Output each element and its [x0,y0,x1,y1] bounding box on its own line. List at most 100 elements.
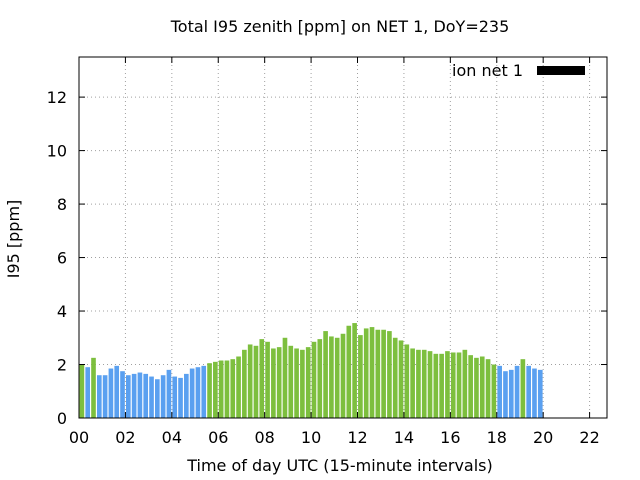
bar [427,351,433,418]
bar [201,365,207,418]
bar [450,352,456,418]
bar [398,340,404,418]
bar [108,368,114,418]
bars [79,323,543,418]
y-tick-label: 0 [57,409,67,428]
bar [253,345,259,418]
bar [195,367,201,418]
bar [508,369,514,418]
bar [346,325,352,418]
bar [143,373,149,418]
bar [311,341,317,418]
bar [166,369,172,418]
bar [125,375,131,418]
x-tick-label: 04 [162,428,182,447]
bar [323,331,328,418]
legend-label: ion net 1 [452,61,523,80]
x-tick-label: 10 [301,428,321,447]
bar [79,364,85,418]
bar [387,331,392,418]
bar [433,353,439,418]
bar [503,371,508,418]
y-axis-label: I95 [ppm] [4,200,23,279]
bar [392,337,398,418]
bar [375,329,381,418]
legend: ion net 1 [452,61,585,80]
y-tick-label: 10 [47,142,67,161]
bar [514,365,520,418]
bar [300,349,305,418]
bar [91,357,96,418]
bar [271,348,276,418]
bar [85,367,91,418]
bar [485,359,491,418]
x-tick-label: 14 [394,428,414,447]
bar [160,375,166,418]
bar [247,344,253,418]
bar [155,379,160,418]
legend-swatch [537,66,585,75]
bar [410,348,415,418]
bar [294,348,299,418]
bar [265,341,270,418]
x-tick-label: 16 [440,428,460,447]
bar [189,368,195,418]
x-axis-label: Time of day UTC (15-minute intervals) [186,456,493,475]
bar [479,356,485,418]
bar [363,328,369,418]
bar [462,349,468,418]
bar [137,372,143,418]
bar [532,368,537,418]
bar [416,349,421,418]
bar [369,327,375,418]
bar [242,349,247,418]
bar [474,357,479,418]
plot-border [78,56,608,419]
bar [358,335,363,418]
bar [207,363,212,418]
bar [178,377,183,418]
bar [329,336,334,418]
bar [288,345,294,418]
bar [305,347,311,418]
x-tick-label: 00 [69,428,89,447]
bar [334,337,340,418]
bar [381,329,386,418]
y-tick-label: 4 [57,302,67,321]
bar [526,365,531,418]
bar [282,337,288,418]
y-tick-label: 6 [57,249,67,268]
x-tick-label: 02 [115,428,135,447]
bar [102,375,108,418]
grid [79,57,607,418]
bar [218,360,224,418]
y-tick-label: 2 [57,356,67,375]
bar [184,373,189,418]
bar [421,349,427,418]
x-tick-label: 18 [487,428,507,447]
y-tick-label: 12 [47,88,67,107]
bar [317,339,323,418]
x-tick-label: 08 [254,428,274,447]
bar [456,352,462,418]
bar [236,356,241,418]
bar [114,365,120,418]
bar [404,344,410,418]
y-tick-label: 8 [57,195,67,214]
bar [120,371,125,418]
bar [230,359,236,418]
bar [468,355,473,418]
bar [213,361,218,418]
bar [96,375,102,418]
bar [131,373,137,418]
bar [439,353,444,418]
bar [259,339,265,418]
bar [352,323,357,418]
bar [172,376,178,418]
bar [520,359,526,418]
bar [340,333,346,418]
x-tick-label: 22 [579,428,599,447]
bar [149,376,154,418]
